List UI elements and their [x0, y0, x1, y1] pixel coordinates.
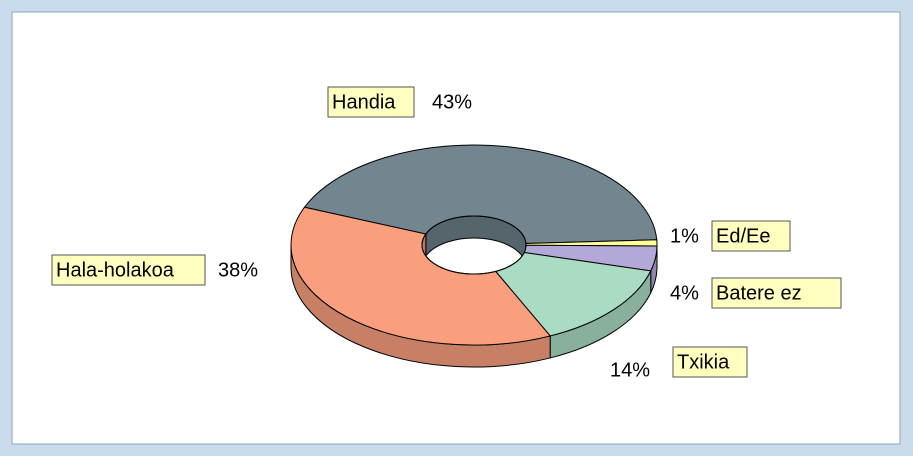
- category-label: Batere ez: [716, 282, 802, 304]
- category-label: Txikia: [677, 351, 730, 373]
- value-label: 1%: [670, 225, 699, 247]
- value-label: 38%: [218, 259, 258, 281]
- category-label: Ed/Ee: [716, 225, 770, 247]
- value-label: 14%: [610, 359, 650, 381]
- value-label: 4%: [670, 282, 699, 304]
- category-label: Handia: [332, 91, 396, 113]
- value-label: 43%: [432, 91, 472, 113]
- category-label: Hala-holakoa: [56, 259, 175, 281]
